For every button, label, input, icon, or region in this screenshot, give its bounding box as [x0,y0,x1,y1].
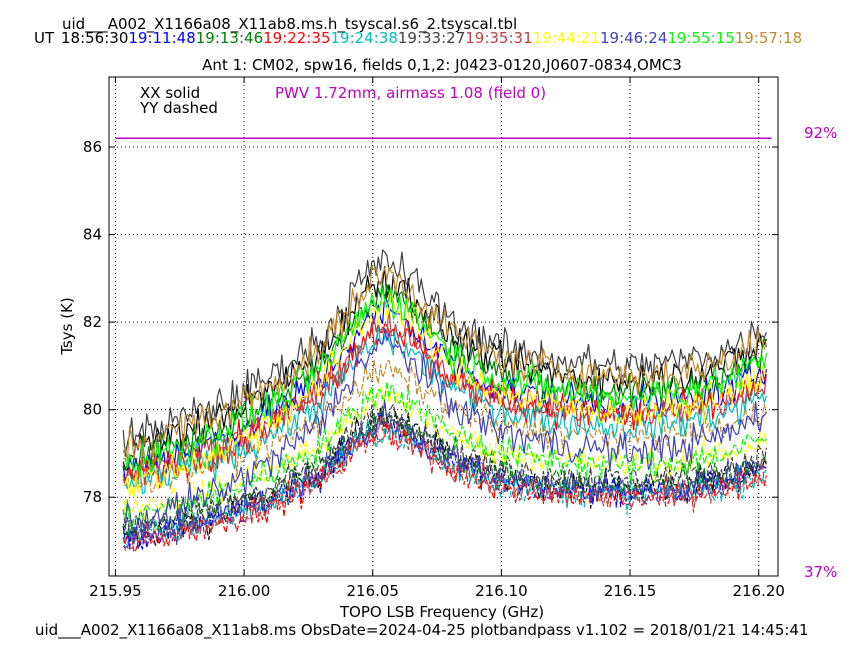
y-tick-label: 78 [83,488,102,506]
scan-time-4: 19:24:38 [331,29,398,47]
scan-time-10: 19:57:18 [735,29,802,47]
caltable-title: uid___A002_X1166a08_X11ab8.ms.h_tsyscal.… [62,15,517,34]
ut-label: UT [34,29,55,47]
plot-subtitle: Ant 1: CM02, spw16, fields 0,1,2: J0423-… [202,56,682,74]
y-axis-label: Tsys (K) [58,297,76,356]
scan-time-2: 19:13:46 [196,29,263,47]
scan-times-row: 18:56:3019:11:4819:13:4619:22:3519:24:38… [61,29,802,47]
tsys-series-191346-yy [122,399,767,538]
scan-time-9: 19:55:15 [667,29,734,47]
scan-time-6: 19:35:31 [465,29,532,47]
transmission-max-label: 92% [804,124,837,142]
legend-xx-solid: XX solid [140,84,200,102]
y-tick-label: 86 [83,138,102,156]
tsys-series-195718-xx [122,265,767,462]
scan-time-5: 19:33:27 [398,29,465,47]
tsys-series-193327-xx [122,249,767,457]
scan-time-8: 19:46:24 [600,29,667,47]
x-tick-label: 216.20 [732,582,785,600]
transmission-min-label: 37% [804,563,837,581]
tsys-series-195515-xx [123,286,767,477]
plot-frame [108,76,779,577]
scan-time-7: 19:44:21 [533,29,600,47]
tsys-series-194624-yy [122,402,767,549]
x-tick-label: 216.00 [218,582,271,600]
y-tick-label: 80 [83,401,102,419]
x-tick-label: 216.10 [475,582,528,600]
tsys-series-193327-yy [122,403,767,536]
x-tick-label: 215.95 [89,582,142,600]
plot-area [109,77,778,576]
y-tick-label: 82 [83,313,102,331]
scan-time-1: 19:11:48 [128,29,195,47]
legend-yy-dashed: YY dashed [139,99,218,117]
footer-info: uid___A002_X1166a08_X11ab8.ms ObsDate=20… [35,621,809,640]
x-tick-label: 216.15 [604,582,657,600]
x-axis-label: TOPO LSB Frequency (GHz) [339,603,544,621]
tsys-series-193531-xx [122,307,767,486]
tsys-series-194624-xx [122,328,767,541]
scan-time-0: 18:56:30 [61,29,128,47]
tsys-series-192235-yy [122,423,767,553]
y-tick-label: 84 [83,226,102,244]
pwv-annotation: PWV 1.72mm, airmass 1.08 (field 0) [275,84,546,102]
tsys-traces [122,249,767,553]
x-tick-label: 216.05 [346,582,399,600]
scan-time-3: 19:22:35 [263,29,330,47]
tsys-series-193531-yy [122,415,767,551]
axis-ticks: 215.95 216.00 216.05 216.10 216.15 216.20 78 80… [83,77,785,600]
